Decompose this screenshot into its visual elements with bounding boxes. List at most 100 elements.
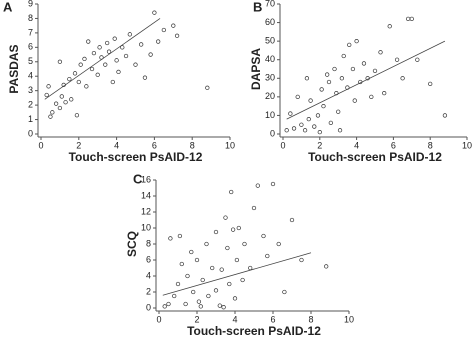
point (221, 305, 226, 310)
point (174, 33, 180, 38)
trend-line (286, 40, 446, 120)
point (133, 62, 138, 67)
point (171, 23, 176, 28)
point (142, 75, 148, 80)
y-tick-label: 6 (28, 42, 33, 52)
point (152, 10, 157, 15)
point (206, 293, 211, 299)
point (213, 229, 219, 235)
x-tick-label: 6 (152, 140, 157, 150)
y-tick-label: 0 (270, 128, 275, 138)
y-axis-label: DAPSA (249, 48, 263, 90)
x-tick-label: 4 (354, 140, 359, 150)
point (205, 85, 210, 90)
point (308, 98, 313, 103)
point (196, 299, 202, 304)
panel-label: A (3, 0, 13, 14)
point (336, 109, 341, 114)
y-tick-label: 14 (141, 190, 151, 200)
point (328, 120, 333, 126)
point (261, 233, 266, 239)
point (177, 233, 183, 239)
trend-line (162, 252, 312, 296)
point (350, 66, 356, 72)
point (200, 277, 205, 283)
x-tick-label: 4 (114, 140, 119, 150)
point (251, 205, 257, 211)
point (409, 16, 414, 22)
y-tick-label: 1 (28, 114, 33, 124)
point (50, 110, 55, 115)
x-tick-label: 10 (462, 140, 472, 150)
point (339, 76, 345, 81)
y-axis-label: SCQ (125, 231, 139, 257)
point (89, 66, 95, 72)
x-axis-label: Touch-screen PsAID-12 (187, 324, 321, 338)
point (321, 103, 326, 109)
point (139, 42, 144, 47)
point (341, 53, 346, 59)
point (352, 98, 357, 103)
x-axis-label: Touch-screen PsAID-12 (69, 150, 203, 164)
y-tick-label: 0 (28, 128, 33, 138)
point (44, 92, 49, 98)
x-tick-label: 8 (428, 140, 433, 150)
point (204, 241, 209, 247)
point (337, 128, 343, 133)
point (168, 236, 173, 241)
point (236, 225, 241, 231)
point (415, 57, 420, 62)
x-tick-label: 6 (391, 140, 396, 150)
point (270, 181, 276, 187)
y-tick-label: 50 (265, 36, 275, 46)
point (110, 79, 115, 85)
point (232, 296, 238, 301)
point (91, 50, 97, 56)
x-tick-label: 6 (270, 314, 275, 324)
panel-label: C (133, 171, 143, 186)
point (361, 61, 367, 66)
y-tick-label: 2 (28, 99, 33, 109)
y-tick-label: 30 (265, 73, 275, 83)
y-tick-label: 70 (265, 0, 275, 8)
x-tick-label: 10 (225, 140, 235, 150)
point (172, 293, 177, 299)
point (114, 58, 119, 63)
x-axis-label: Touch-screen PsAID-12 (308, 150, 442, 164)
y-tick-label: 0 (146, 302, 151, 312)
point (82, 56, 87, 62)
point (72, 71, 78, 76)
x-tick-label: 8 (308, 314, 313, 324)
point (57, 59, 63, 64)
point (103, 62, 108, 67)
y-tick-label: 6 (146, 254, 151, 264)
point (97, 45, 102, 50)
point (57, 105, 63, 111)
x-tick-label: 4 (232, 314, 237, 324)
point (442, 113, 448, 118)
point (84, 84, 89, 89)
x-tick-label: 0 (38, 140, 43, 150)
y-tick-label: 10 (141, 222, 151, 232)
x-tick-label: 2 (194, 314, 199, 324)
point (325, 72, 330, 77)
y-tick-label: 16 (141, 174, 151, 184)
point (46, 84, 51, 89)
point (306, 116, 311, 122)
point (48, 114, 53, 119)
point (86, 39, 91, 44)
point (332, 66, 337, 72)
point (315, 113, 321, 118)
point (198, 304, 203, 309)
panel-label: B (253, 0, 262, 14)
point (230, 227, 236, 232)
point (282, 289, 287, 295)
point (106, 49, 112, 54)
point (291, 126, 297, 131)
point (394, 57, 400, 62)
point (210, 265, 215, 271)
y-tick-label: 7 (28, 27, 33, 37)
y-tick-label: 8 (146, 238, 151, 248)
point (304, 76, 310, 81)
point (59, 94, 64, 99)
